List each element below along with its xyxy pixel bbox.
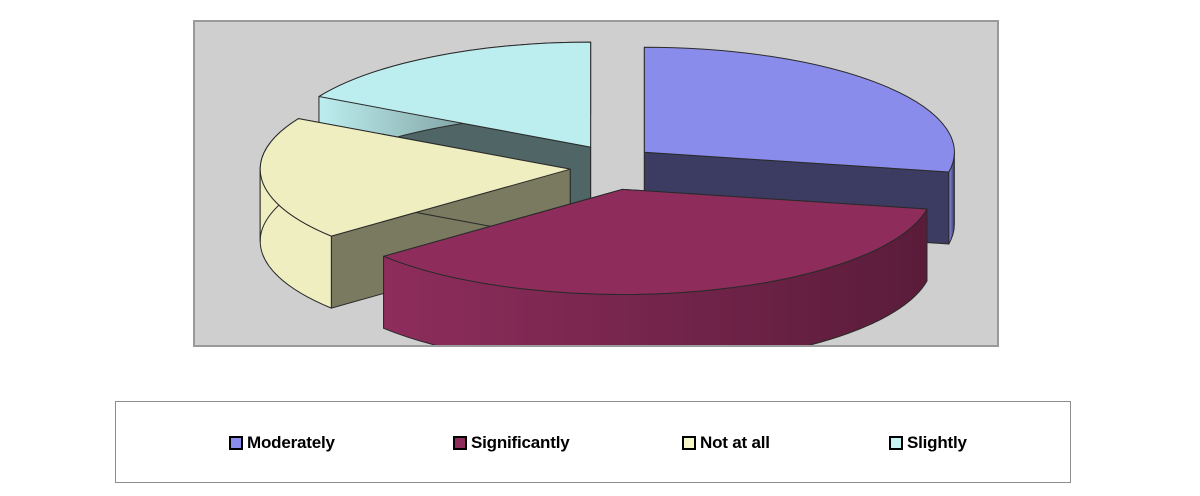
legend-item-significantly: Significantly: [453, 433, 570, 453]
legend-label: Slightly: [907, 433, 967, 452]
legend-label: Significantly: [471, 433, 570, 452]
legend-label: Not at all: [700, 433, 770, 452]
legend-item-not-at-all: Not at all: [682, 433, 770, 453]
legend-swatch-not-at-all: [682, 436, 696, 450]
slice-top: [259, 118, 571, 237]
chart-plot-area: [193, 20, 999, 347]
chart-legend: Moderately Significantly Not at all Slig…: [115, 401, 1071, 483]
slice-top: [643, 46, 955, 173]
slice-top: [383, 188, 928, 295]
legend-swatch-slightly: [889, 436, 903, 450]
slice-top: [318, 41, 592, 148]
legend-item-moderately: Moderately: [229, 433, 335, 453]
legend-item-slightly: Slightly: [889, 433, 967, 453]
pie-chart: [259, 41, 955, 345]
pie-slice-significantly: [383, 188, 928, 345]
legend-swatch-moderately: [229, 436, 243, 450]
legend-label: Moderately: [247, 433, 335, 452]
legend-swatch-significantly: [453, 436, 467, 450]
